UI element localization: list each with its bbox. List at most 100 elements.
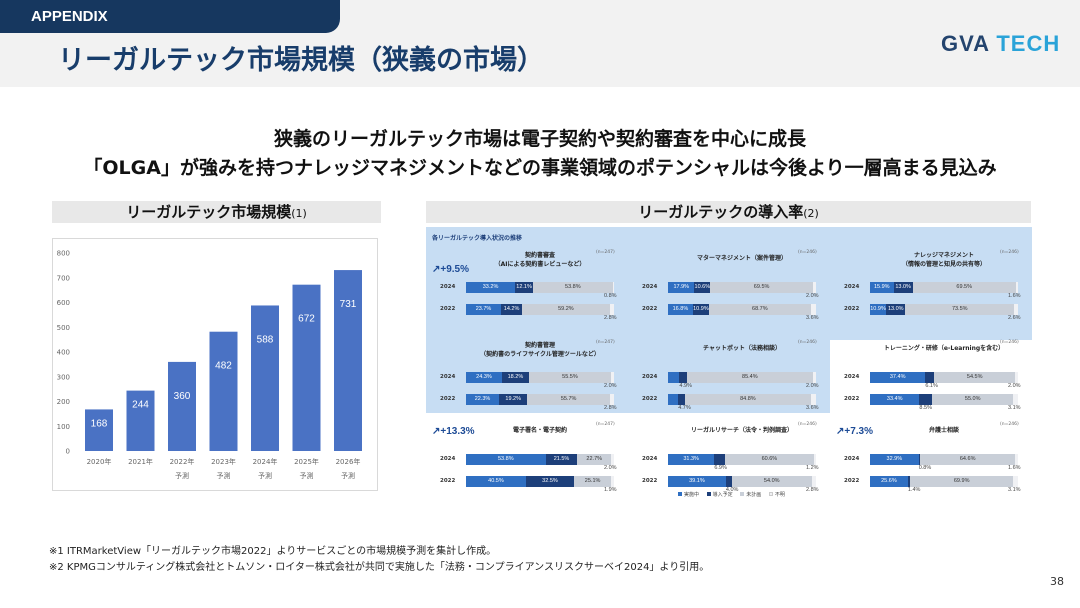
y-tick-label: 700 [57, 274, 70, 282]
footnote-2: ※2 KPMGコンサルティング株式会社とトムソン・ロイター株式会社が共同で実施し… [49, 562, 710, 573]
unknown-value: 3.1% [1008, 487, 1021, 493]
adoption-segment [611, 476, 614, 487]
adoption-segment: 73.5% [905, 304, 1015, 315]
market-size-chart: 0 100 200 300 400 500 600 700 800 168 2020年 244 2021… [52, 238, 378, 491]
unknown-value: 2.8% [806, 487, 819, 493]
forecast-label: 予測 [300, 471, 314, 480]
adoption-segment: 12.1% [515, 282, 534, 293]
planned-value: 4.9% [679, 383, 692, 389]
planned-value: 6.9% [714, 465, 727, 471]
adoption-segment: 53.8% [466, 454, 546, 465]
adoption-segment [668, 372, 680, 383]
unknown-value: 2.6% [1008, 315, 1021, 321]
unknown-value: 1.9% [604, 487, 617, 493]
panel-sample-size: (n=247) [596, 250, 615, 255]
market-bar [209, 331, 238, 451]
adoption-segment [1015, 372, 1018, 383]
bar-value-label: 588 [257, 334, 274, 345]
x-tick-label: 2022年 [170, 457, 195, 466]
y-tick-label: 0 [66, 448, 70, 456]
row-year: 2024 [642, 284, 658, 290]
panel-title: 契約書管理 （契約書のライフサイクル管理ツールなど） [480, 342, 600, 358]
adoption-segment: 53.8% [533, 282, 613, 293]
adoption-segment [725, 476, 732, 487]
adoption-segment: 33.2% [466, 282, 516, 293]
adoption-segment: 84.8% [685, 394, 811, 405]
row-year: 2022 [642, 396, 658, 402]
unknown-value: 2.0% [806, 293, 819, 299]
adoption-segment: 25.6% [870, 476, 908, 487]
adoption-segment [1013, 394, 1018, 405]
planned-value: 4.0% [725, 487, 739, 493]
adoption-segment: 55.0% [932, 394, 1014, 405]
adoption-segment: 31.3% [668, 454, 715, 465]
adoption-segment: 22.3% [466, 394, 499, 405]
adoption-segment: 69.5% [710, 282, 814, 293]
adoption-segment [611, 372, 614, 383]
panel-title: 契約書審査 （AIによる契約書レビューなど） [494, 252, 586, 268]
adoption-segment: 33.4% [870, 394, 920, 405]
adoption-panel: リーガルリサーチ（法令・判例調査） (n=246) 2024 31.3% 60.6% 6.… [634, 420, 826, 500]
adoption-segment: 32.9% [870, 454, 919, 465]
adoption-segment: 23.7% [466, 304, 502, 315]
adoption-segment [813, 282, 816, 293]
adoption-panel: トレーニング・研修（e-Learningを含む） (n=246) 2024 37.4%… [836, 338, 1028, 418]
adoption-panel: 電子署名・電子契約 (n=247) ↗+13.3% 2024 53.8% 21.5% 22.… [432, 420, 624, 500]
panel-sample-size: (n=246) [1000, 250, 1019, 255]
row-year: 2024 [440, 284, 456, 290]
panel-sample-size: (n=246) [798, 422, 817, 427]
unknown-value: 2.0% [604, 383, 617, 389]
adoption-segment: 64.6% [919, 454, 1016, 465]
adoption-segment [611, 454, 614, 465]
page-title: リーガルテック市場規模（狭義の市場） [58, 45, 544, 76]
row-year: 2022 [440, 478, 456, 484]
adoption-segment [810, 304, 816, 315]
adoption-segment [813, 372, 816, 383]
adoption-segment: 39.1% [668, 476, 726, 487]
x-tick-label: 2023年 [211, 457, 236, 466]
adoption-segment: 55.5% [528, 372, 612, 383]
adoption-panel: 弁護士相談 (n=246) ↗+7.3% 2024 32.9% 64.6% 0.8% 1.6%… [836, 420, 1028, 500]
adoption-segment [918, 454, 920, 465]
adoption-segment: 55.7% [527, 394, 610, 405]
unknown-value: 2.0% [806, 383, 819, 389]
forecast-label: 予測 [217, 471, 231, 480]
row-year: 2022 [844, 478, 860, 484]
unknown-value: 2.8% [604, 405, 617, 411]
market-bar [126, 390, 155, 451]
adoption-panel: 契約書審査 （AIによる契約書レビューなど） (n=247) ↗+9.5% 2024 33… [432, 248, 624, 328]
forecast-label: 予測 [175, 471, 189, 480]
adoption-segment: 21.5% [545, 454, 578, 465]
market-bar [168, 361, 196, 451]
x-tick-label: 2024年 [253, 457, 278, 466]
unknown-value: 3.6% [806, 405, 819, 411]
adoption-panel: ナレッジマネジメント （情報の管理と知見の共有等） (n=246) 2024 15.9%… [836, 248, 1028, 328]
unknown-value: 1.6% [1008, 293, 1021, 299]
unknown-value: 3.6% [806, 315, 819, 321]
adoption-rate-heading: リーガルテックの導入率(2) [426, 201, 1031, 223]
row-year: 2024 [844, 284, 860, 290]
row-year: 2022 [844, 306, 860, 312]
row-year: 2024 [844, 456, 860, 462]
adoption-segment: 14.2% [501, 304, 523, 315]
x-tick-label: 2020年 [87, 457, 112, 466]
bar-value-label: 168 [91, 418, 108, 429]
panel-sample-size: (n=246) [798, 340, 817, 345]
unknown-value: 2.8% [604, 315, 617, 321]
adoption-segment: 22.7% [577, 454, 612, 465]
adoption-segment: 40.5% [466, 476, 526, 487]
panel-title: 電子署名・電子契約 [512, 427, 567, 434]
adoption-segment: 37.4% [870, 372, 926, 383]
forecast-label: 予測 [258, 471, 272, 480]
planned-value: 8.5% [919, 405, 932, 411]
adoption-segment [810, 394, 816, 405]
planned-value: 4.7% [678, 405, 691, 411]
adoption-segment: 60.6% [724, 454, 815, 465]
adoption-segment [609, 394, 614, 405]
lead-line-2: 「OLGA」が強みを持つナレッジマネジメントなどの事業領域のポテンシャルは今後よ… [83, 157, 997, 179]
row-year: 2022 [642, 306, 658, 312]
panel-title: ナレッジマネジメント （情報の管理と知見の共有等） [901, 252, 986, 268]
y-tick-label: 600 [57, 299, 70, 307]
row-year: 2022 [440, 396, 456, 402]
adoption-segment [612, 282, 614, 293]
